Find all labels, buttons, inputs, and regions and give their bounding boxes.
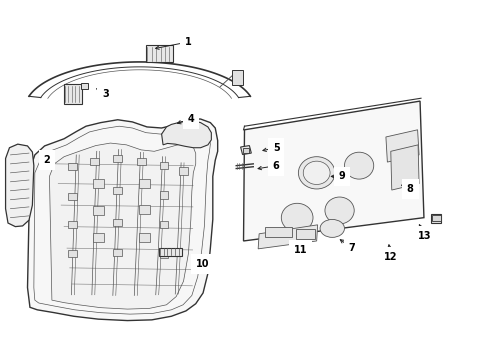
Ellipse shape [281,203,312,232]
FancyBboxPatch shape [139,205,150,214]
Text: 7: 7 [347,243,354,253]
Text: 3: 3 [102,89,109,99]
Polygon shape [161,121,211,148]
Polygon shape [258,225,317,249]
Polygon shape [243,101,423,241]
Polygon shape [390,145,418,190]
Text: 8: 8 [406,184,413,194]
Text: 1: 1 [184,37,191,47]
Text: 11: 11 [293,245,306,255]
FancyBboxPatch shape [113,219,122,226]
Text: 10: 10 [196,259,209,269]
FancyBboxPatch shape [139,233,150,242]
FancyBboxPatch shape [68,163,77,170]
FancyBboxPatch shape [145,45,172,62]
Text: 13: 13 [417,231,431,240]
FancyBboxPatch shape [93,233,103,242]
FancyBboxPatch shape [264,226,291,237]
FancyBboxPatch shape [431,215,440,221]
FancyBboxPatch shape [242,148,249,153]
Polygon shape [5,144,34,226]
FancyBboxPatch shape [137,158,145,165]
FancyBboxPatch shape [93,206,103,215]
FancyBboxPatch shape [159,221,168,228]
FancyBboxPatch shape [90,158,99,165]
FancyBboxPatch shape [113,187,122,194]
Text: 5: 5 [272,143,279,153]
FancyBboxPatch shape [68,221,77,228]
FancyBboxPatch shape [158,248,182,256]
FancyBboxPatch shape [430,214,441,223]
FancyBboxPatch shape [68,193,77,200]
Polygon shape [49,143,195,309]
FancyBboxPatch shape [295,229,315,239]
Ellipse shape [325,197,353,224]
FancyBboxPatch shape [113,249,122,256]
Circle shape [320,220,344,237]
FancyBboxPatch shape [81,83,88,89]
FancyBboxPatch shape [113,155,122,162]
Ellipse shape [303,161,329,184]
Text: 9: 9 [338,171,345,181]
Text: 4: 4 [187,114,194,124]
FancyBboxPatch shape [179,167,187,175]
Ellipse shape [344,152,373,179]
FancyBboxPatch shape [159,162,168,169]
FancyBboxPatch shape [231,70,242,85]
FancyBboxPatch shape [139,179,150,188]
Polygon shape [240,145,251,154]
Polygon shape [27,119,217,320]
FancyBboxPatch shape [68,250,77,257]
FancyBboxPatch shape [159,192,168,199]
FancyBboxPatch shape [63,84,82,104]
Text: 6: 6 [272,161,279,171]
Polygon shape [385,130,418,162]
FancyBboxPatch shape [93,179,103,188]
FancyBboxPatch shape [159,251,168,258]
Text: 12: 12 [383,252,397,262]
Ellipse shape [298,157,334,189]
Text: 2: 2 [43,155,50,165]
